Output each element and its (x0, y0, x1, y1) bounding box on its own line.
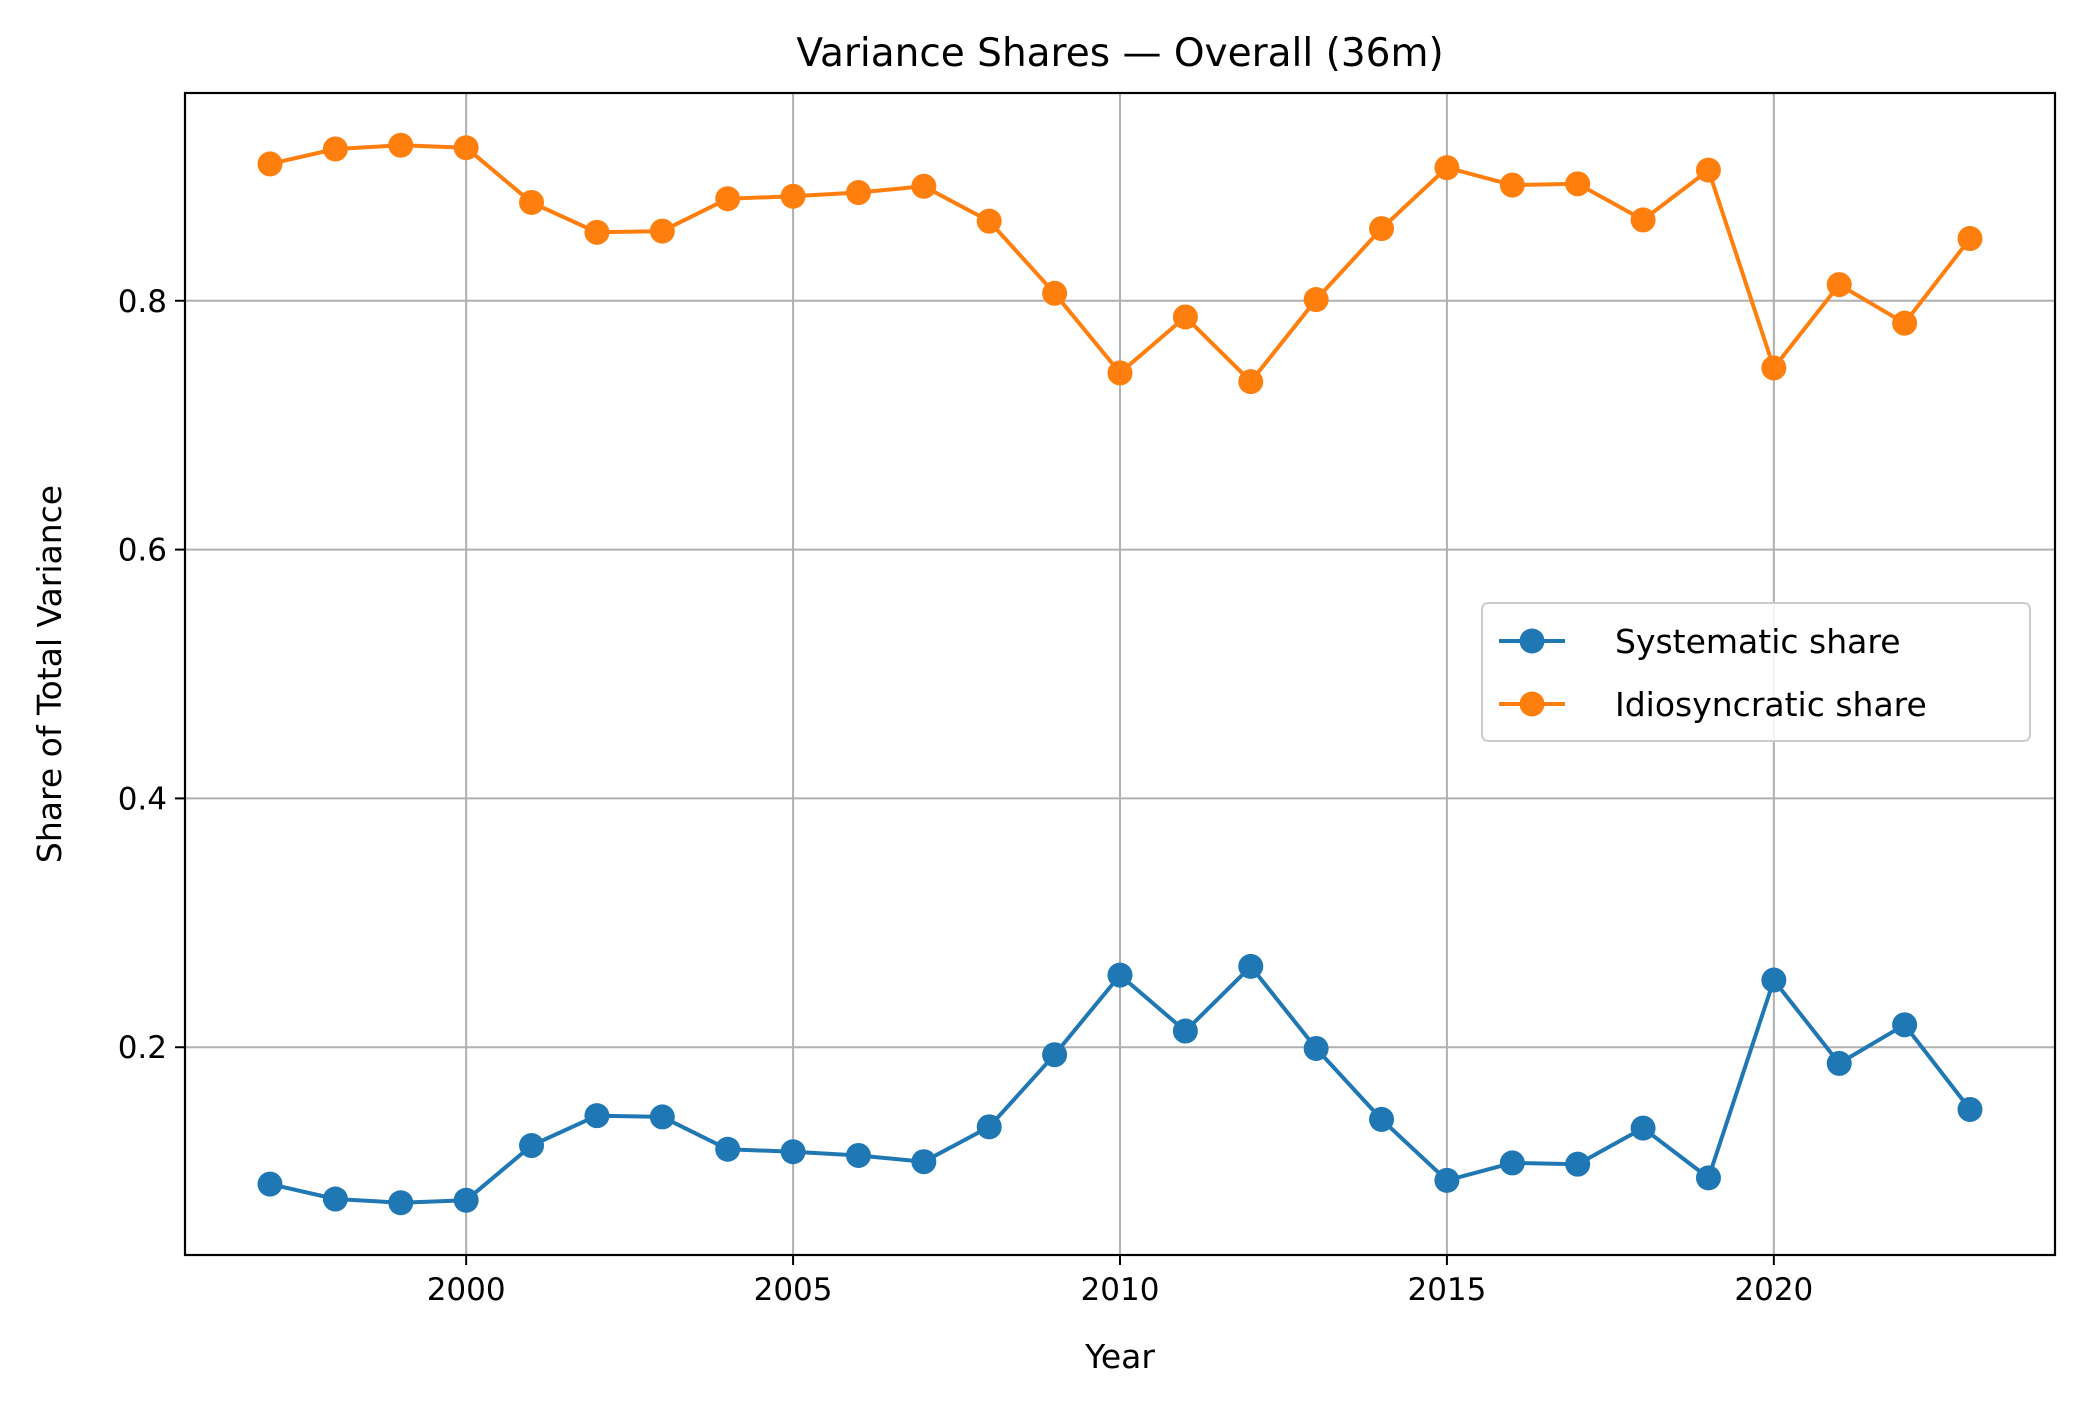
data-point (1695, 157, 1721, 183)
y-tick-label: 0.6 (118, 533, 167, 569)
data-point (453, 135, 479, 161)
data-point (1107, 360, 1133, 386)
x-tick-label: 2010 (1081, 1272, 1160, 1308)
series-idiosyncratic-share (257, 132, 1983, 395)
ticks: 2000 2005 2010 2015 2020 0.2 0.4 0.6 0.8 (118, 284, 1814, 1308)
data-point (1238, 953, 1264, 979)
data-point (1434, 155, 1460, 181)
data-point (1892, 1012, 1918, 1038)
data-point (1761, 967, 1787, 993)
data-point (388, 132, 414, 158)
data-point (1042, 280, 1068, 306)
y-tick-label: 0.2 (118, 1030, 167, 1066)
data-point (1826, 1050, 1852, 1076)
legend-label: Systematic share (1615, 622, 1901, 661)
data-point (1369, 216, 1395, 242)
data-point (649, 1104, 675, 1130)
legend-label: Idiosyncratic share (1615, 685, 1927, 724)
data-point (1695, 1165, 1721, 1191)
legend-item: Systematic share (1499, 622, 1901, 661)
legend-swatch-marker (1519, 691, 1545, 717)
data-point (1630, 1115, 1656, 1141)
y-axis-title: Share of Total Variance (30, 485, 69, 863)
x-tick-label: 2005 (754, 1272, 833, 1308)
series-systematic-share (257, 953, 1983, 1216)
chart-title: Variance Shares — Overall (36m) (796, 31, 1443, 76)
data-point (1172, 1018, 1198, 1044)
data-point (780, 183, 806, 209)
data-point (1107, 962, 1133, 988)
data-point (1892, 310, 1918, 336)
data-point (1303, 287, 1329, 313)
data-point (1957, 226, 1983, 252)
data-point (453, 1187, 479, 1213)
data-point (1826, 272, 1852, 298)
y-tick-label: 0.8 (118, 284, 167, 320)
y-tick-label: 0.4 (118, 781, 167, 817)
data-point (1630, 207, 1656, 233)
data-point (584, 1103, 610, 1129)
data-point (976, 1114, 1002, 1140)
data-point (1238, 369, 1264, 395)
grid (185, 93, 2055, 1255)
data-point (911, 1149, 937, 1175)
data-point (1303, 1035, 1329, 1061)
data-point (911, 173, 937, 199)
data-point (1565, 1151, 1591, 1177)
x-tick-label: 2020 (1734, 1272, 1813, 1308)
x-tick-label: 2000 (427, 1272, 506, 1308)
data-point (1499, 172, 1525, 198)
series-layer (257, 132, 1983, 1216)
data-point (1565, 171, 1591, 197)
legend-swatch-marker (1519, 628, 1545, 654)
data-point (1042, 1042, 1068, 1068)
data-point (1434, 1167, 1460, 1193)
data-point (1761, 355, 1787, 381)
legend-item: Idiosyncratic share (1499, 685, 1927, 724)
data-point (322, 136, 348, 162)
data-point (519, 1133, 545, 1159)
data-point (584, 219, 610, 245)
data-point (715, 186, 741, 212)
data-point (257, 151, 283, 177)
data-point (715, 1136, 741, 1162)
x-axis-title: Year (1084, 1337, 1155, 1376)
data-point (845, 180, 871, 206)
legend: Systematic share Idiosyncratic share (1481, 602, 2031, 742)
legend-box (1481, 602, 2031, 742)
data-point (976, 208, 1002, 234)
data-point (1957, 1096, 1983, 1122)
x-tick-label: 2015 (1407, 1272, 1486, 1308)
data-point (845, 1142, 871, 1168)
data-point (1369, 1106, 1395, 1132)
data-point (257, 1171, 283, 1197)
data-point (1499, 1150, 1525, 1176)
data-point (1172, 304, 1198, 330)
data-point (519, 189, 545, 215)
data-point (388, 1190, 414, 1216)
data-point (322, 1186, 348, 1212)
data-point (780, 1139, 806, 1165)
data-point (649, 218, 675, 244)
